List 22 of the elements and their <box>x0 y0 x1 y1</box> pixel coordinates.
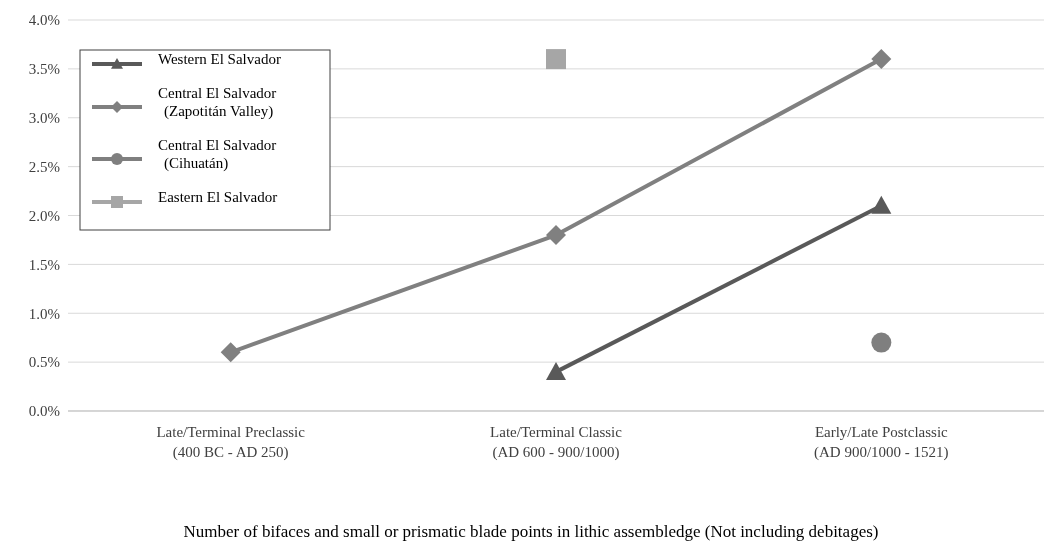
y-tick-label: 2.0% <box>28 207 60 224</box>
legend-label: Western El Salvador <box>158 51 281 67</box>
point <box>220 342 241 363</box>
legend-label: Eastern El Salvador <box>158 189 278 205</box>
legend-label: Central El Salvador (Zapotitán Valley) <box>158 85 277 120</box>
y-tick-label: 2.5% <box>28 158 60 175</box>
x-tick-label: Early/Late Postclassic (AD 900/1000 - 1521) <box>814 424 949 461</box>
y-tick-label: 0.0% <box>28 403 60 420</box>
x-tick-label: Late/Terminal Preclassic (400 BC - AD 250) <box>156 424 306 461</box>
point <box>871 332 892 353</box>
point <box>546 225 566 246</box>
y-tick-label: 1.0% <box>28 305 60 322</box>
y-tick-label: 1.5% <box>28 256 60 273</box>
y-tick-label: 4.0% <box>28 12 60 29</box>
y-tick-label: 0.5% <box>28 354 60 371</box>
point <box>546 49 566 70</box>
x-tick-label: Late/Terminal Classic (AD 600 - 900/1000) <box>490 424 623 461</box>
y-tick-label: 3.5% <box>28 61 60 78</box>
x-axis-title: Number of bifaces and small or prismatic blade points in lithic assembledge (Not including debitages) <box>183 522 879 541</box>
point <box>871 49 892 70</box>
y-tick-label: 3.0% <box>28 110 60 126</box>
legend-label: Central El Salvador (Cihuatán) <box>158 137 277 172</box>
